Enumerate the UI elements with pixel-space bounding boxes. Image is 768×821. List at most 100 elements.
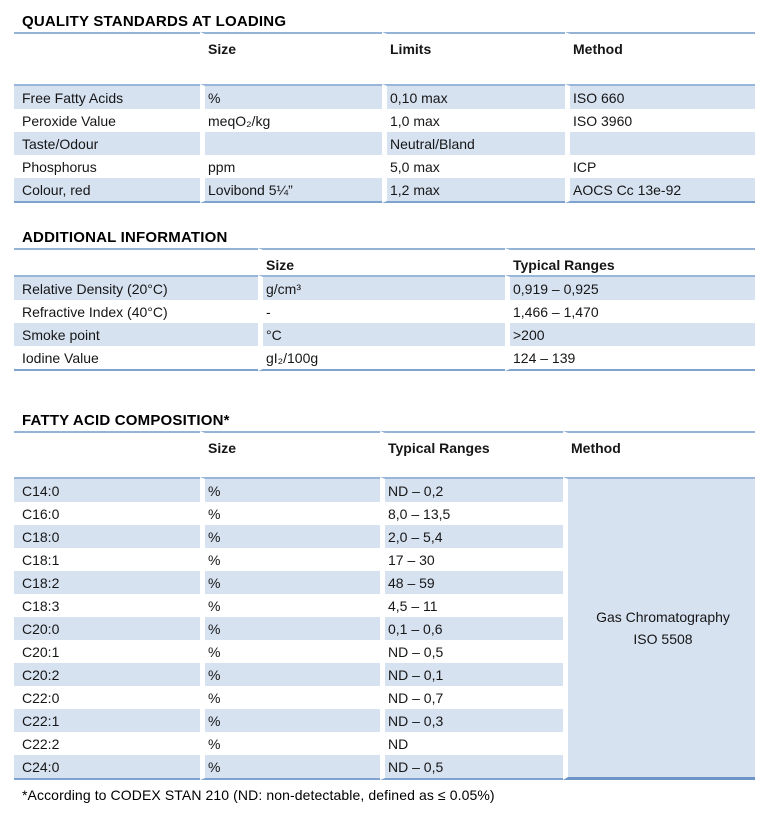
table-cell: g/cm³: [258, 275, 505, 300]
table-cell: 0,10 max: [382, 84, 565, 109]
table-cell: C22:1: [14, 709, 200, 732]
table-cell: %: [200, 640, 380, 663]
table-row: C22:2% ND: [14, 732, 755, 755]
table-cell: %: [200, 477, 380, 502]
table-cell: °C: [258, 323, 505, 346]
table-cell: 1,0 max: [382, 109, 565, 132]
column-header: Limits: [382, 32, 565, 84]
method-merged-cell: Gas Chromatography ISO 5508: [563, 477, 755, 780]
row-label-header: [14, 32, 200, 84]
table-cell: >200: [505, 323, 755, 346]
table-cell: %: [200, 617, 380, 640]
table-cell: C14:0: [14, 477, 200, 502]
method-merged-line: Gas Chromatography: [596, 609, 730, 625]
table-row: Smoke point °C >200: [14, 323, 755, 346]
table-cell: %: [200, 709, 380, 732]
quality-standards-section: QUALITY STANDARDS AT LOADING Size Limits M…: [14, 13, 755, 203]
method-merged-line: ISO 5508: [633, 631, 693, 647]
table-cell: %: [200, 548, 380, 571]
table-cell: %: [200, 663, 380, 686]
table-row: C22:0% ND – 0,7: [14, 686, 755, 709]
table-row: C18:0% 2,0 – 5,4: [14, 525, 755, 548]
header-row: Size Typical Ranges Method: [14, 431, 755, 477]
table-cell: ND – 0,1: [380, 663, 563, 686]
table-cell: 1,2 max: [382, 178, 565, 203]
table-cell: Peroxide Value: [14, 109, 200, 132]
table-cell: 1,466 – 1,470: [505, 300, 755, 323]
table-cell: C22:0: [14, 686, 200, 709]
header-row: Size Limits Method: [14, 32, 755, 84]
table-cell: 48 – 59: [380, 571, 563, 594]
table-row: C18:1% 17 – 30: [14, 548, 755, 571]
column-header: Method: [565, 32, 755, 84]
table-cell: ND – 0,5: [380, 640, 563, 663]
table-cell: ND: [380, 732, 563, 755]
table-row: C20:2% ND – 0,1: [14, 663, 755, 686]
table-cell: C18:2: [14, 571, 200, 594]
table-cell: Colour, red: [14, 178, 200, 203]
table-cell: [565, 132, 755, 155]
table-cell: 5,0 max: [382, 155, 565, 178]
table-cell: -: [258, 300, 505, 323]
table-row: C22:1% ND – 0,3: [14, 709, 755, 732]
table-cell: ND – 0,3: [380, 709, 563, 732]
row-label-header: [14, 248, 258, 275]
table-cell: 17 – 30: [380, 548, 563, 571]
table-row: Relative Density (20°C) g/cm³ 0,919 – 0,92…: [14, 275, 755, 300]
table-cell: ND – 0,2: [380, 477, 563, 502]
table-cell: 4,5 – 11: [380, 594, 563, 617]
table-row: C18:2% 48 – 59: [14, 571, 755, 594]
table-row: C16:0% 8,0 – 13,5: [14, 502, 755, 525]
quality-standards-body: Free Fatty Acids% 0,10 max ISO 660 Peroxide…: [14, 84, 755, 203]
header-row: Size Typical Ranges: [14, 248, 755, 275]
column-header: Typical Ranges: [505, 248, 755, 275]
table-cell: C18:1: [14, 548, 200, 571]
table-cell: Relative Density (20°C): [14, 275, 258, 300]
table-cell: Refractive Index (40°C): [14, 300, 258, 323]
table-cell: %: [200, 502, 380, 525]
table-cell: Free Fatty Acids: [14, 84, 200, 109]
spec-sheet-document: QUALITY STANDARDS AT LOADING Size Limits M…: [14, 13, 755, 803]
table-cell: %: [200, 732, 380, 755]
column-header: Size: [200, 431, 380, 477]
table-cell: Phosphorus: [14, 155, 200, 178]
table-cell: meqO₂/kg: [200, 109, 382, 132]
row-label-header: [14, 431, 200, 477]
table-row: Phosphorus ppm 5,0 max ICP: [14, 155, 755, 178]
table-row: Iodine Value gI₂/100g 124 – 139: [14, 346, 755, 371]
table-cell: 0,919 – 0,925: [505, 275, 755, 300]
table-cell: [200, 132, 382, 155]
fatty-acid-composition-table: Size Typical Ranges Method C14:0% ND – 0,2 G…: [14, 431, 755, 780]
table-cell: ND – 0,7: [380, 686, 563, 709]
table-cell: C16:0: [14, 502, 200, 525]
table-row: Peroxide Value meqO₂/kg 1,0 max ISO 3960: [14, 109, 755, 132]
table-row: Taste/Odour Neutral/Bland: [14, 132, 755, 155]
quality-standards-table: Size Limits Method Free Fatty Acids% 0,10 m…: [14, 32, 755, 203]
table-cell: ISO 660: [565, 84, 755, 109]
table-cell: 8,0 – 13,5: [380, 502, 563, 525]
table-cell: Lovibond 5¼”: [200, 178, 382, 203]
column-header: Method: [563, 431, 755, 477]
table-cell: Iodine Value: [14, 346, 258, 371]
table-row: C20:1% ND – 0,5: [14, 640, 755, 663]
additional-information-body: Relative Density (20°C) g/cm³ 0,919 – 0,92…: [14, 275, 755, 371]
column-header: Size: [258, 248, 505, 275]
table-cell: ICP: [565, 155, 755, 178]
table-cell: %: [200, 755, 380, 780]
table-cell: AOCS Cc 13e-92: [565, 178, 755, 203]
additional-information-title: ADDITIONAL INFORMATION: [22, 229, 228, 246]
table-cell: Taste/Odour: [14, 132, 200, 155]
fatty-acid-composition-title: FATTY ACID COMPOSITION*: [22, 412, 230, 429]
table-cell: C18:3: [14, 594, 200, 617]
table-cell: ND – 0,5: [380, 755, 563, 780]
table-cell: C20:1: [14, 640, 200, 663]
table-row: Free Fatty Acids% 0,10 max ISO 660: [14, 84, 755, 109]
table-cell: C24:0: [14, 755, 200, 780]
quality-standards-header-row: Size Limits Method: [14, 32, 755, 84]
additional-information-header-row: Size Typical Ranges: [14, 248, 755, 275]
table-row: C20:0% 0,1 – 0,6: [14, 617, 755, 640]
table-cell: 2,0 – 5,4: [380, 525, 563, 548]
table-row: Refractive Index (40°C) -1,466 – 1,470: [14, 300, 755, 323]
table-row: C14:0% ND – 0,2 Gas Chromatography ISO 5508: [14, 477, 755, 780]
fatty-acid-composition-header-row: Size Typical Ranges Method: [14, 431, 755, 477]
